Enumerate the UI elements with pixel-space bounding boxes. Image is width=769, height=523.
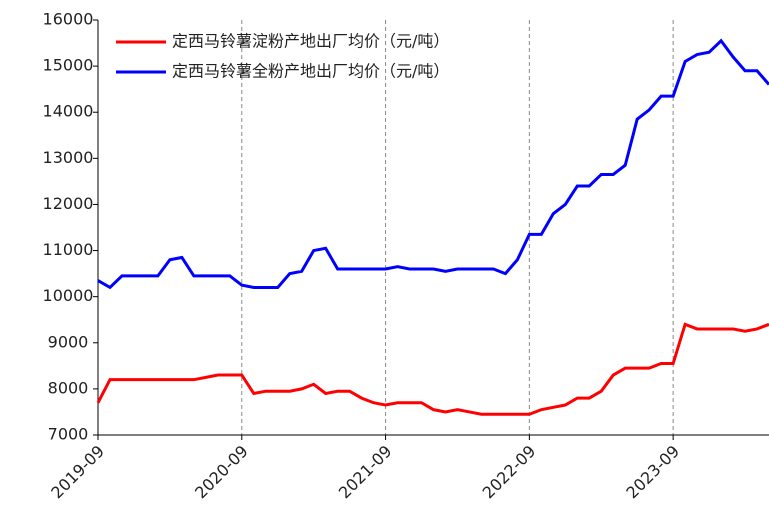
y-tick-label: 12000 <box>43 194 94 213</box>
y-tick-label: 14000 <box>43 102 94 121</box>
x-tick-label: 2021-09 <box>335 442 396 503</box>
x-tick-label: 2020-09 <box>191 442 252 503</box>
legend-label: 定西马铃薯全粉产地出厂均价（元/吨） <box>172 62 449 81</box>
y-tick-label: 15000 <box>43 56 94 75</box>
legend-label: 定西马铃薯淀粉产地出厂均价（元/吨） <box>172 32 449 51</box>
y-tick-label: 7000 <box>48 425 89 444</box>
y-tick-label: 16000 <box>43 10 94 29</box>
y-tick-label: 8000 <box>48 378 89 397</box>
x-tick-label: 2023-09 <box>622 442 683 503</box>
y-tick-label: 10000 <box>43 286 94 305</box>
x-tick-label: 2022-09 <box>479 442 540 503</box>
x-tick-label: 2019-09 <box>47 442 108 503</box>
y-tick-label: 11000 <box>43 240 94 259</box>
y-tick-label: 13000 <box>43 148 94 167</box>
series-line <box>96 322 769 416</box>
y-tick-label: 9000 <box>48 332 89 351</box>
series-line <box>97 38 769 290</box>
